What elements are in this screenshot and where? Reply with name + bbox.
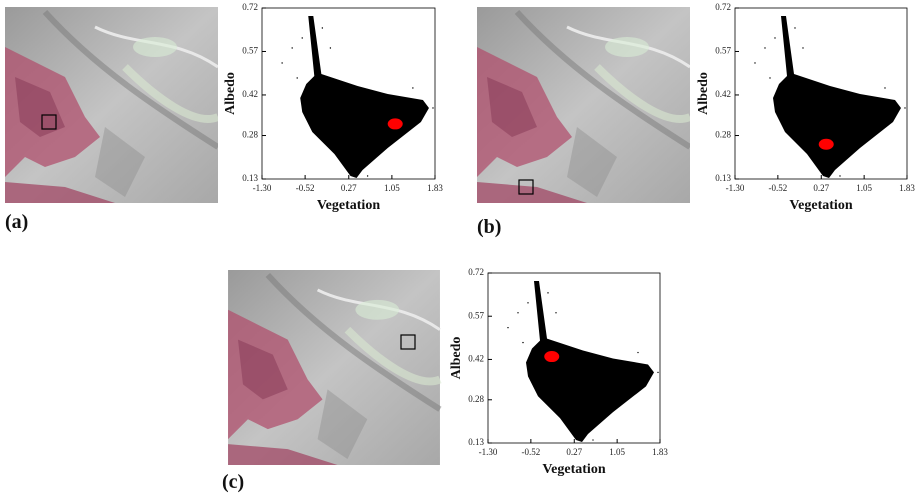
x-tick-label: -1.30 <box>253 183 272 193</box>
y-axis-label: Albedo <box>223 72 238 115</box>
highlight-point <box>387 118 403 130</box>
panel-label: (b) <box>477 216 501 238</box>
sample-box <box>400 334 416 350</box>
x-tick-label: 1.83 <box>899 183 915 193</box>
y-tick-label: 0.28 <box>715 130 731 140</box>
x-tick-label: 1.05 <box>856 183 872 193</box>
panel-label: (c) <box>222 471 244 493</box>
y-tick-label: 0.57 <box>242 46 258 56</box>
sample-box <box>518 179 534 195</box>
point-cloud <box>754 16 906 178</box>
x-tick-label: 0.27 <box>341 183 357 193</box>
y-tick-label: 0.42 <box>715 89 731 99</box>
y-tick-label: 0.28 <box>468 394 484 404</box>
satellite-image <box>477 7 690 203</box>
x-tick-label: 0.27 <box>813 183 829 193</box>
x-axis-label: Vegetation <box>542 462 605 477</box>
y-tick-label: 0.42 <box>468 354 484 364</box>
y-tick-label: 0.72 <box>242 2 258 12</box>
highlight-point <box>544 351 560 363</box>
x-tick-label: -1.30 <box>726 183 745 193</box>
panel-label: (a) <box>5 211 28 233</box>
y-tick-label: 0.72 <box>715 2 731 12</box>
y-tick-label: 0.57 <box>468 310 484 320</box>
x-tick-label: -0.52 <box>296 183 315 193</box>
point-cloud <box>281 16 434 178</box>
x-tick-label: -1.30 <box>479 447 498 457</box>
y-tick-label: 0.57 <box>715 46 731 56</box>
satellite-image <box>228 270 440 465</box>
y-axis-label: Albedo <box>696 72 711 115</box>
y-tick-label: 0.72 <box>468 267 484 277</box>
x-axis-label: Vegetation <box>789 198 852 213</box>
x-axis-label: Vegetation <box>317 198 380 213</box>
x-tick-label: 1.05 <box>384 183 400 193</box>
satellite-image <box>5 7 218 203</box>
x-tick-label: 0.27 <box>566 447 582 457</box>
x-tick-label: -0.52 <box>521 447 540 457</box>
x-tick-label: 1.83 <box>427 183 443 193</box>
y-tick-label: 0.28 <box>242 130 258 140</box>
sample-box <box>41 114 57 130</box>
x-tick-label: 1.05 <box>609 447 625 457</box>
x-tick-label: 1.83 <box>652 447 668 457</box>
y-axis-label: Albedo <box>449 337 464 380</box>
y-tick-label: 0.13 <box>242 173 258 183</box>
y-tick-label: 0.13 <box>715 173 731 183</box>
y-tick-label: 0.13 <box>468 437 484 447</box>
highlight-point <box>818 138 834 150</box>
x-tick-label: -0.52 <box>768 183 787 193</box>
point-cloud <box>507 280 659 443</box>
y-tick-label: 0.42 <box>242 89 258 99</box>
